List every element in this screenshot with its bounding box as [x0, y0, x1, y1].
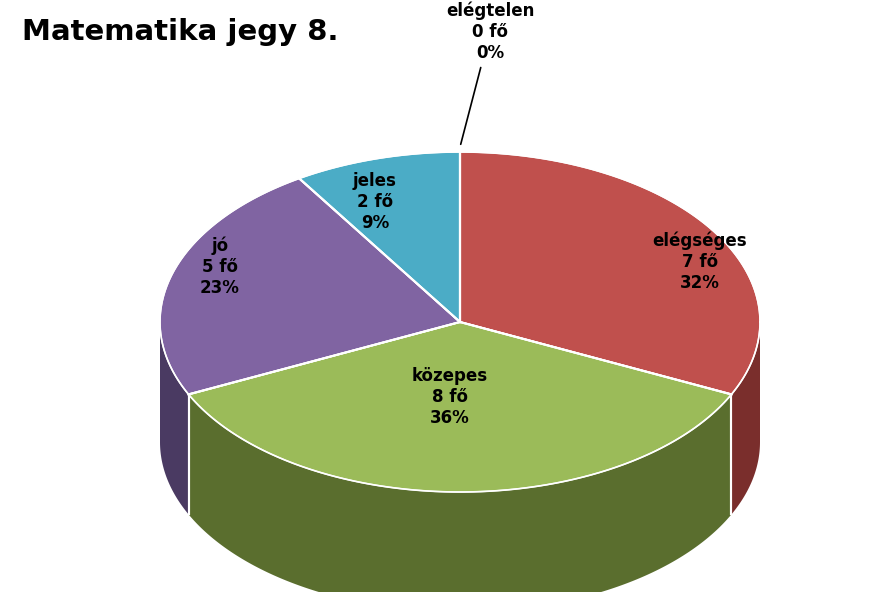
Text: jeles
2 fő
9%: jeles 2 fő 9% — [353, 172, 397, 232]
Polygon shape — [160, 178, 460, 394]
Polygon shape — [189, 322, 731, 492]
Polygon shape — [160, 323, 189, 514]
Polygon shape — [299, 152, 460, 322]
Text: jó
5 fő
23%: jó 5 fő 23% — [200, 237, 240, 297]
Text: közepes
8 fő
36%: közepes 8 fő 36% — [412, 367, 488, 427]
Polygon shape — [189, 394, 731, 592]
Text: elégséges
7 fő
32%: elégséges 7 fő 32% — [653, 232, 747, 292]
Text: elégtelen
0 fő
0%: elégtelen 0 fő 0% — [446, 2, 534, 144]
Polygon shape — [731, 323, 760, 514]
Polygon shape — [460, 152, 760, 394]
Text: Matematika jegy 8.: Matematika jegy 8. — [22, 18, 338, 46]
